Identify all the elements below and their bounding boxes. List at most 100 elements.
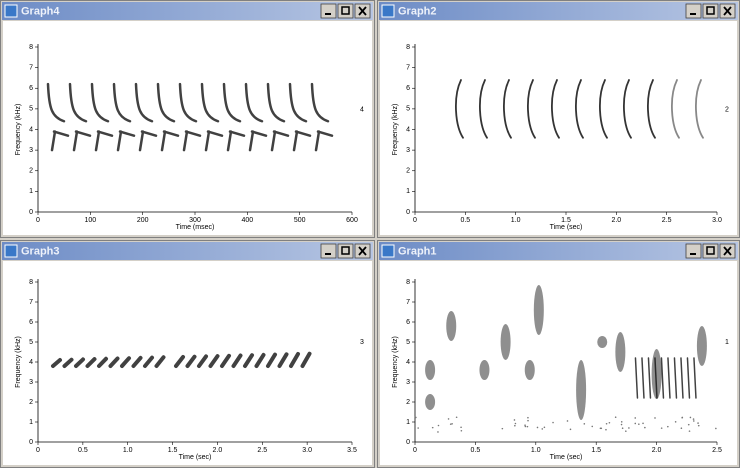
noise (415, 416, 417, 419)
syllable (116, 130, 136, 152)
y-tick-label: 8 (406, 279, 410, 286)
syllable (220, 353, 231, 368)
syllable (143, 355, 154, 368)
syllable (248, 130, 268, 152)
syllable (527, 79, 536, 139)
syllable (524, 360, 535, 380)
maximize-button[interactable] (702, 3, 719, 19)
spectrogram (46, 82, 334, 152)
syllable (446, 311, 457, 341)
maximize-button[interactable] (337, 243, 354, 259)
y-axis-label: Frequency (kHz) (15, 104, 22, 156)
syllable (647, 357, 652, 399)
syllable (174, 355, 185, 368)
noise (536, 426, 539, 429)
syllable (178, 82, 198, 123)
syllable (654, 357, 658, 399)
noise (674, 421, 677, 423)
syllable (696, 326, 707, 366)
minimize-button[interactable] (320, 243, 337, 259)
syllable (94, 130, 114, 152)
x-tick-label: 1.0 (531, 447, 541, 454)
noise (431, 426, 434, 429)
x-tick-label: 3.0 (302, 447, 312, 454)
noise (449, 423, 452, 425)
y-tick-label: 0 (29, 209, 33, 216)
syllable (197, 354, 208, 368)
y-tick-label: 4 (406, 126, 410, 133)
syllable (310, 82, 330, 123)
noise (608, 421, 611, 424)
syllable (576, 360, 587, 420)
minimize-button[interactable] (685, 243, 702, 259)
x-tick-label: 1.5 (168, 447, 178, 454)
noise (667, 425, 669, 428)
syllable (243, 353, 254, 368)
syllable (160, 130, 180, 152)
syllable (244, 82, 264, 123)
x-tick-label: 1.5 (591, 447, 601, 454)
y-tick-label: 3 (29, 147, 33, 154)
title-bar (379, 242, 738, 260)
y-tick-label: 3 (406, 379, 410, 386)
noise (621, 427, 624, 429)
y-tick-label: 0 (406, 209, 410, 216)
x-tick-label: 0.5 (460, 217, 470, 224)
noise (689, 416, 692, 419)
y-tick-label: 5 (29, 106, 33, 113)
syllable (289, 352, 300, 368)
syllable (231, 353, 243, 368)
noise (692, 420, 695, 422)
side-label: 3 (360, 339, 364, 346)
button-glyph (723, 6, 732, 16)
syllable (200, 82, 220, 123)
x-tick-label: 2.0 (652, 447, 662, 454)
y-axis-label: Frequency (kHz) (392, 336, 399, 388)
x-tick-label: 0.5 (78, 447, 88, 454)
noise (681, 416, 684, 419)
title-bar (2, 2, 373, 20)
syllable (68, 82, 88, 123)
noise (513, 419, 516, 421)
x-tick-label: 300 (189, 217, 201, 224)
minimize-button[interactable] (685, 3, 702, 19)
y-tick-label: 3 (406, 147, 410, 154)
noise (644, 426, 646, 429)
syllable (208, 354, 220, 368)
noise (541, 428, 544, 430)
side-label: 4 (360, 106, 364, 113)
x-tick-label: 400 (241, 217, 253, 224)
syllable (623, 79, 632, 139)
noise (628, 427, 630, 429)
syllable (185, 354, 197, 368)
maximize-button[interactable] (702, 243, 719, 259)
plot-canvas (380, 21, 737, 235)
x-tick-label: 0.5 (471, 447, 481, 454)
minimize-button[interactable] (320, 3, 337, 19)
syllable (72, 130, 92, 152)
noise (455, 416, 458, 419)
noise (514, 424, 516, 427)
y-axis-label: Frequency (kHz) (15, 336, 22, 388)
noise (501, 427, 504, 430)
noise (660, 427, 663, 429)
noise (625, 430, 627, 432)
x-tick-label: 200 (137, 217, 149, 224)
y-tick-label: 4 (406, 359, 410, 366)
plot-canvas (380, 261, 737, 465)
syllable (551, 79, 560, 139)
x-tick-label: 1.5 (561, 217, 571, 224)
noise (687, 423, 690, 426)
noise (524, 425, 527, 428)
maximize-button[interactable] (337, 3, 354, 19)
x-tick-label: 2.0 (213, 447, 223, 454)
plot-canvas (3, 21, 372, 235)
window-title: Graph2 (398, 5, 437, 17)
syllable (62, 357, 74, 368)
y-tick-label: 6 (29, 319, 33, 326)
x-tick-label: 2.0 (611, 217, 621, 224)
noise (715, 427, 717, 430)
x-axis-label: Time (msec) (176, 224, 215, 231)
syllable (455, 79, 464, 139)
x-tick-label: 100 (84, 217, 96, 224)
